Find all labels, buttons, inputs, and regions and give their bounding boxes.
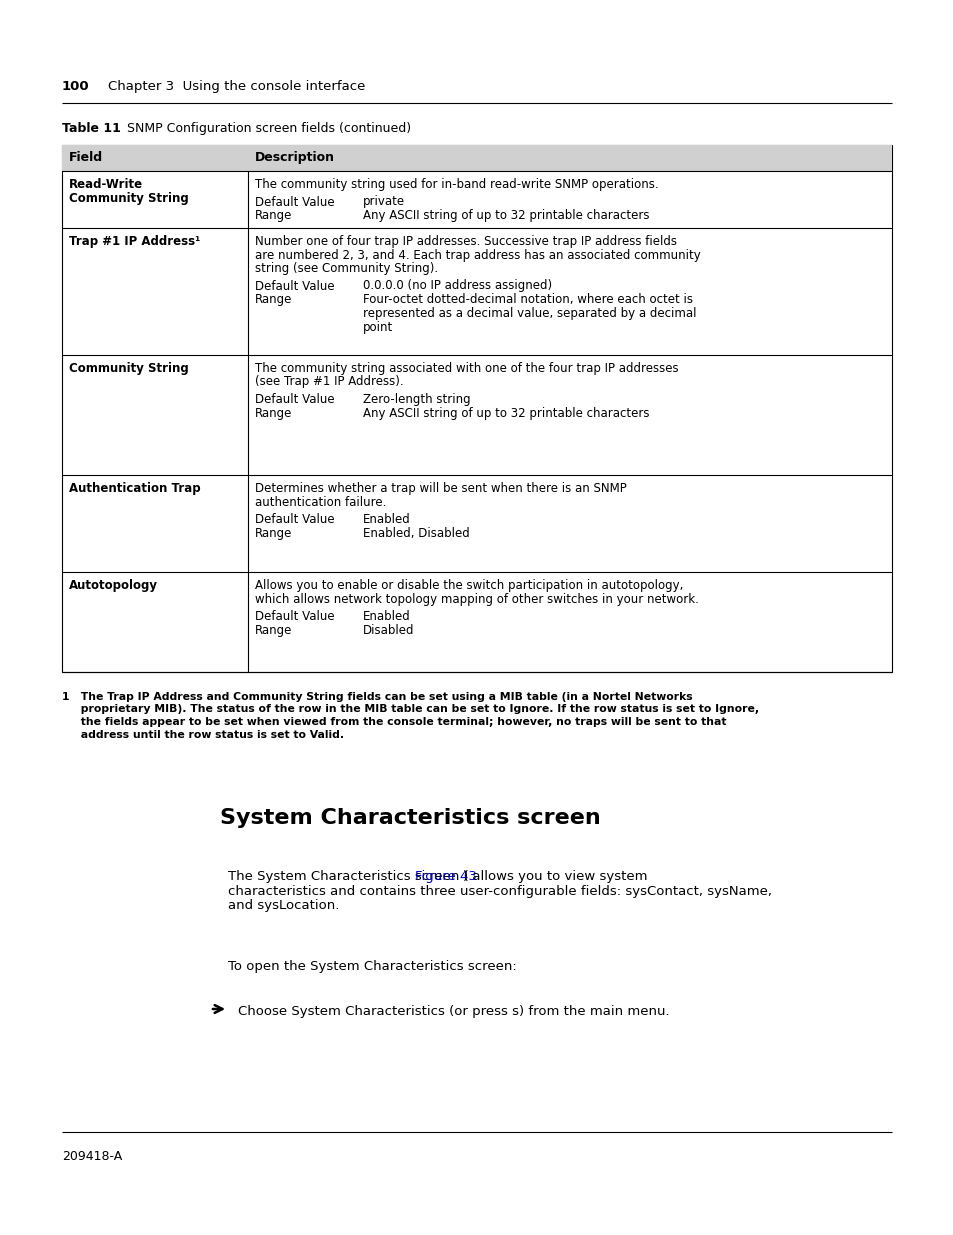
Text: point: point — [363, 321, 393, 333]
Text: Default Value: Default Value — [254, 610, 335, 622]
Text: Any ASCII string of up to 32 printable characters: Any ASCII string of up to 32 printable c… — [363, 210, 649, 222]
Text: Enabled: Enabled — [363, 513, 411, 526]
Text: Community String: Community String — [69, 191, 189, 205]
Text: Table 11: Table 11 — [62, 122, 121, 135]
Bar — [62, 144, 891, 672]
Text: Autotopology: Autotopology — [69, 579, 158, 592]
Text: Trap #1 IP Address¹: Trap #1 IP Address¹ — [69, 235, 200, 248]
Text: Range: Range — [254, 210, 292, 222]
Text: represented as a decimal value, separated by a decimal: represented as a decimal value, separate… — [363, 308, 696, 320]
Text: The System Characteristics screen (: The System Characteristics screen ( — [228, 869, 468, 883]
Text: Enabled, Disabled: Enabled, Disabled — [363, 527, 469, 540]
Text: SNMP Configuration screen fields (continued): SNMP Configuration screen fields (contin… — [119, 122, 411, 135]
Text: authentication failure.: authentication failure. — [254, 495, 386, 509]
Text: Chapter 3  Using the console interface: Chapter 3 Using the console interface — [108, 80, 365, 93]
Text: Default Value: Default Value — [254, 279, 335, 293]
Text: Number one of four trap IP addresses. Successive trap IP address fields: Number one of four trap IP addresses. Su… — [254, 235, 677, 248]
Text: The community string associated with one of the four trap IP addresses: The community string associated with one… — [254, 362, 678, 375]
Text: address until the row status is set to Valid.: address until the row status is set to V… — [62, 730, 344, 740]
Text: proprietary MIB). The status of the row in the MIB table can be set to Ignore. I: proprietary MIB). The status of the row … — [62, 704, 759, 715]
Text: Default Value: Default Value — [254, 393, 335, 406]
Text: Zero-length string: Zero-length string — [363, 393, 470, 406]
Text: are numbered 2, 3, and 4. Each trap address has an associated community: are numbered 2, 3, and 4. Each trap addr… — [254, 248, 700, 262]
Text: Determines whether a trap will be sent when there is an SNMP: Determines whether a trap will be sent w… — [254, 482, 626, 495]
Text: Authentication Trap: Authentication Trap — [69, 482, 200, 495]
Text: Range: Range — [254, 294, 292, 306]
Text: which allows network topology mapping of other switches in your network.: which allows network topology mapping of… — [254, 593, 699, 605]
Text: Read-Write: Read-Write — [69, 178, 143, 191]
Text: Four-octet dotted-decimal notation, where each octet is: Four-octet dotted-decimal notation, wher… — [363, 294, 692, 306]
Text: Range: Range — [254, 527, 292, 540]
Text: 209418-A: 209418-A — [62, 1150, 122, 1163]
Text: Disabled: Disabled — [363, 624, 414, 637]
Bar — [62, 144, 891, 170]
Text: Field: Field — [69, 151, 103, 164]
Text: Allows you to enable or disable the switch participation in autotopology,: Allows you to enable or disable the swit… — [254, 579, 682, 592]
Text: ) allows you to view system: ) allows you to view system — [463, 869, 647, 883]
Text: and sysLocation.: and sysLocation. — [228, 899, 339, 911]
Text: Community String: Community String — [69, 362, 189, 375]
Text: string (see Community String).: string (see Community String). — [254, 262, 437, 275]
Text: Default Value: Default Value — [254, 195, 335, 209]
Text: 100: 100 — [62, 80, 90, 93]
Text: characteristics and contains three user-configurable fields: sysContact, sysName: characteristics and contains three user-… — [228, 884, 771, 898]
Text: (see Trap #1 IP Address).: (see Trap #1 IP Address). — [254, 375, 403, 389]
Text: private: private — [363, 195, 405, 209]
Text: Choose System Characteristics (or press s) from the main menu.: Choose System Characteristics (or press … — [237, 1005, 669, 1018]
Text: System Characteristics screen: System Characteristics screen — [220, 808, 600, 827]
Text: Enabled: Enabled — [363, 610, 411, 622]
Text: 0.0.0.0 (no IP address assigned): 0.0.0.0 (no IP address assigned) — [363, 279, 552, 293]
Text: 1   The Trap IP Address and Community String fields can be set using a MIB table: 1 The Trap IP Address and Community Stri… — [62, 692, 692, 701]
Text: The community string used for in-band read-write SNMP operations.: The community string used for in-band re… — [254, 178, 658, 191]
Text: To open the System Characteristics screen:: To open the System Characteristics scree… — [228, 960, 517, 973]
Text: Figure 43: Figure 43 — [415, 869, 476, 883]
Text: Any ASCII string of up to 32 printable characters: Any ASCII string of up to 32 printable c… — [363, 408, 649, 420]
Text: the fields appear to be set when viewed from the console terminal; however, no t: the fields appear to be set when viewed … — [62, 718, 726, 727]
Text: Range: Range — [254, 408, 292, 420]
Text: Default Value: Default Value — [254, 513, 335, 526]
Text: Description: Description — [254, 151, 335, 164]
Text: Range: Range — [254, 624, 292, 637]
